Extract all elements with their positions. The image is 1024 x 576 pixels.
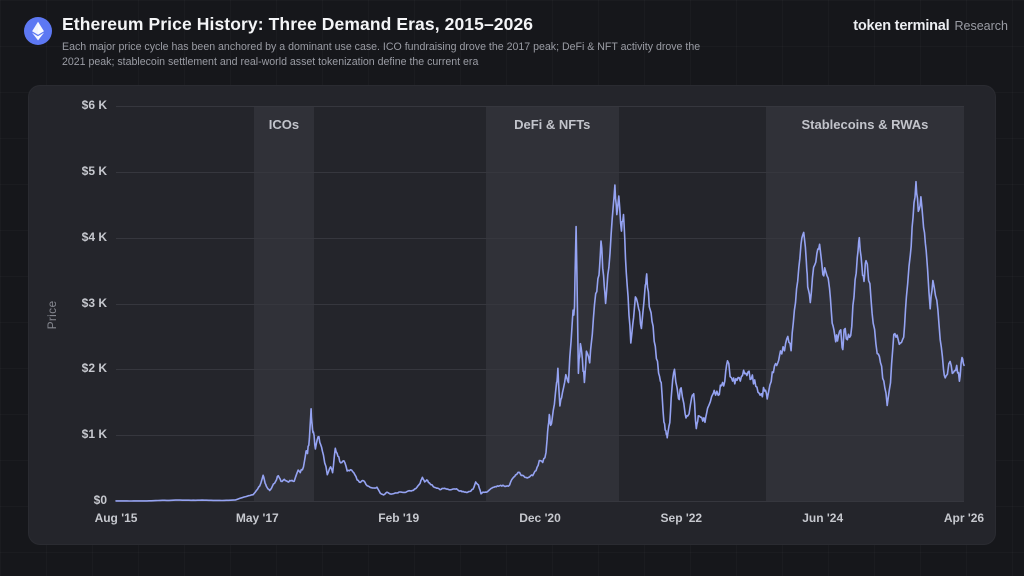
- era-label: Stablecoins & RWAs: [801, 117, 929, 132]
- brand-token-terminal: token terminal: [853, 18, 950, 34]
- y-tick-label: $3 K: [81, 295, 107, 310]
- header: Ethereum Price History: Three Demand Era…: [24, 14, 1008, 69]
- x-tick-label: Feb '19: [378, 511, 420, 525]
- price-line-chart: [115, 180, 965, 502]
- price-line: [115, 180, 965, 502]
- y-tick-label: $0: [93, 493, 107, 507]
- y-tick-label: $6 K: [81, 98, 107, 112]
- y-tick-label: $5 K: [81, 163, 107, 178]
- brand-logo: token terminal Research: [853, 14, 1008, 34]
- x-tick-label: Dec '20: [519, 511, 561, 525]
- x-tick-label: Apr '26: [943, 511, 985, 525]
- x-tick-label: May '17: [235, 511, 279, 525]
- brand-research: Research: [954, 19, 1009, 33]
- chart-card: Price ICOs DeFi & NFTs Stablecoins & RWAs …: [28, 85, 996, 545]
- gridline: [116, 435, 964, 437]
- y-tick-label: $1 K: [81, 427, 107, 442]
- era-label: DeFi & NFTs: [514, 117, 591, 132]
- ethereum-icon: [24, 17, 52, 45]
- y-tick-label: $2 K: [81, 361, 107, 376]
- y-tick-label: $4 K: [81, 229, 107, 244]
- x-tick-label: Jun '24: [802, 511, 844, 525]
- gridline: [116, 303, 964, 305]
- gridline: [116, 106, 964, 107]
- x-tick-label: Sep '22: [660, 511, 703, 525]
- gridline: [116, 369, 964, 371]
- gridline: [116, 171, 964, 173]
- x-tick-label: Aug '15: [94, 511, 138, 525]
- era-label: ICOs: [268, 117, 300, 132]
- gridline: [116, 501, 964, 502]
- page-title: Ethereum Price History: Three Demand Era…: [62, 14, 534, 34]
- gridline: [116, 237, 964, 239]
- page-subtitle: Each major price cycle has been anchored…: [62, 41, 701, 68]
